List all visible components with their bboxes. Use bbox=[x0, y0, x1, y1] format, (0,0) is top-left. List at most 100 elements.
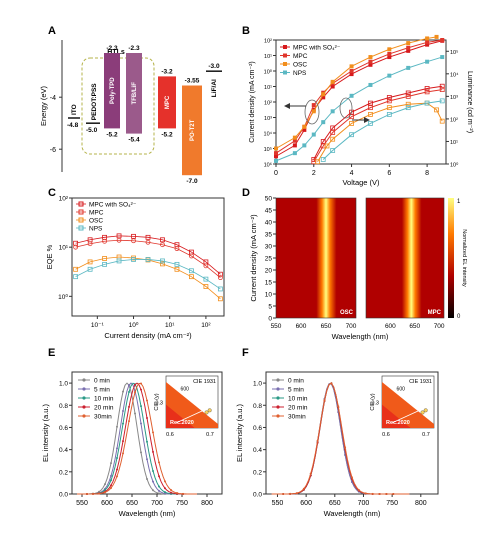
polytpd-name: Poly-TPD bbox=[110, 77, 116, 104]
data-point bbox=[73, 244, 79, 250]
data-point bbox=[160, 258, 165, 264]
data-point bbox=[110, 462, 112, 465]
data-point bbox=[189, 268, 194, 274]
y-tick-label: 0.6 bbox=[59, 425, 68, 432]
legend-marker bbox=[82, 414, 86, 418]
data-point bbox=[302, 143, 307, 148]
jv-curve-oval bbox=[304, 99, 320, 125]
data-point bbox=[344, 446, 347, 449]
data-point bbox=[349, 132, 354, 138]
series-line-left bbox=[275, 40, 443, 157]
data-point bbox=[122, 410, 124, 413]
y-tick-label: 0.2 bbox=[253, 469, 262, 476]
data-point bbox=[131, 233, 136, 239]
data-point bbox=[160, 261, 165, 267]
panel-e-el-spectra: 550 600 650 700 750 800 0.0 0.2 0.4 0.6 0.8 1.0 Wave… bbox=[41, 371, 223, 518]
data-point bbox=[217, 296, 223, 302]
data-point bbox=[311, 132, 316, 137]
y-tick-label: 10¹ bbox=[264, 85, 272, 91]
pedot-value: -5.0 bbox=[86, 127, 98, 134]
panel-a-energy-diagram: -4 -6 Energy (eV) ITO -4.8 HTLs PEDOT:PSS -5.0 -… bbox=[39, 40, 222, 185]
lifal-label: LiF/Al bbox=[211, 79, 218, 97]
data-point bbox=[134, 412, 136, 415]
rec2020-line bbox=[392, 406, 427, 424]
data-point bbox=[116, 233, 122, 239]
data-point bbox=[320, 157, 326, 162]
data-point bbox=[146, 458, 148, 461]
legend-label: 20 min bbox=[94, 405, 114, 412]
y-tick-label: 50 bbox=[265, 196, 273, 203]
data-point bbox=[316, 439, 319, 442]
data-point bbox=[116, 237, 122, 243]
legend-marker bbox=[283, 62, 287, 66]
x-tick-label: 700 bbox=[346, 323, 357, 330]
data-point bbox=[406, 45, 411, 50]
legend-label: MPC with SO₄²⁻ bbox=[293, 45, 341, 52]
legend-marker bbox=[78, 209, 84, 215]
data-point bbox=[122, 452, 124, 455]
series-line bbox=[75, 235, 221, 275]
x-tick-label: 10¹ bbox=[165, 322, 175, 329]
y-tick-label: 30 bbox=[265, 244, 273, 251]
data-point bbox=[158, 475, 160, 478]
data-point bbox=[368, 105, 373, 111]
data-point bbox=[174, 261, 180, 267]
data-point bbox=[311, 109, 316, 114]
pot2t-bar bbox=[182, 85, 202, 176]
y-axis-label: EL intensity (a.u.) bbox=[41, 403, 50, 462]
y2-tick-label: 10⁴ bbox=[450, 71, 459, 78]
legend-marker bbox=[276, 396, 280, 400]
data-point bbox=[387, 47, 392, 52]
data-point bbox=[73, 274, 79, 280]
data-point bbox=[274, 151, 278, 156]
data-point bbox=[311, 103, 316, 108]
data-point bbox=[189, 274, 194, 280]
legend-label: 0 min bbox=[94, 378, 110, 385]
y-axis-label: Energy (eV) bbox=[39, 85, 48, 126]
legend-label: 10 min bbox=[288, 396, 308, 403]
y2-tick-label: 10² bbox=[450, 117, 458, 123]
data-point bbox=[392, 493, 395, 495]
x-tick-label: 700 bbox=[358, 500, 370, 507]
x-tick-label: 600 bbox=[296, 323, 307, 330]
inset-ylabel: CIE (y) bbox=[370, 393, 376, 410]
panel-letter-e: E bbox=[48, 347, 55, 359]
inset-ylabel: CIE (y) bbox=[154, 393, 160, 410]
data-point bbox=[368, 82, 373, 87]
colorbar-min: 0 bbox=[457, 314, 461, 320]
data-point bbox=[152, 489, 154, 492]
data-point bbox=[439, 98, 445, 104]
data-point bbox=[140, 382, 142, 385]
data-point bbox=[158, 492, 160, 495]
x-tick-label: 600 bbox=[300, 500, 312, 507]
y2-tick-label: 10⁵ bbox=[450, 49, 458, 56]
data-point bbox=[274, 146, 278, 151]
data-point bbox=[330, 148, 336, 153]
x-tick-label: 550 bbox=[271, 323, 282, 330]
data-point bbox=[140, 422, 142, 425]
cie-inner-fill bbox=[382, 404, 411, 428]
series-line-right bbox=[313, 89, 443, 163]
data-point bbox=[145, 257, 151, 262]
x-tick-label: 2 bbox=[312, 170, 316, 177]
data-point bbox=[439, 87, 445, 92]
x-tick-label: 600 bbox=[101, 500, 113, 507]
right-arrowhead bbox=[364, 117, 370, 123]
data-point bbox=[116, 425, 118, 428]
data-point bbox=[425, 40, 430, 45]
data-point bbox=[170, 491, 172, 494]
data-point bbox=[368, 100, 373, 106]
data-point bbox=[330, 109, 335, 114]
data-point bbox=[134, 383, 136, 386]
data-point bbox=[385, 492, 388, 495]
colorbar bbox=[448, 198, 454, 318]
inset-ytick: 0.3 bbox=[371, 401, 379, 407]
y-axis-label: EL intensity (a.u.) bbox=[235, 403, 244, 462]
data-point bbox=[182, 492, 184, 495]
y-tick-label: 10² bbox=[264, 101, 272, 107]
mpc-name: MPC bbox=[165, 95, 171, 109]
y-tick-label: 10⁴ bbox=[264, 131, 273, 138]
tfb-top: -2.3 bbox=[128, 45, 140, 52]
data-point bbox=[110, 484, 112, 487]
data-point bbox=[152, 480, 154, 483]
